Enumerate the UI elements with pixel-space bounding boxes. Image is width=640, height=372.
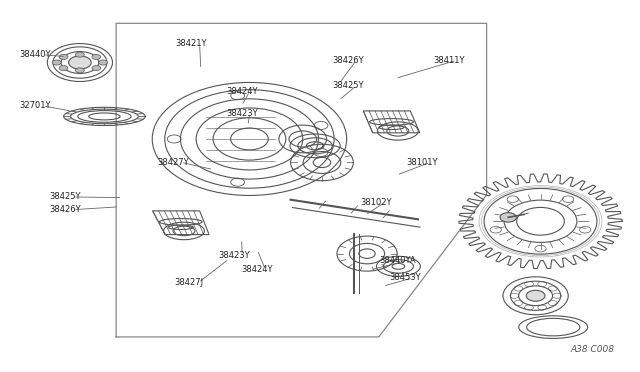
Circle shape	[76, 52, 84, 57]
Circle shape	[59, 54, 68, 60]
Circle shape	[500, 213, 516, 222]
Text: 38440Y: 38440Y	[19, 50, 51, 59]
Circle shape	[47, 44, 113, 81]
Text: 38426Y: 38426Y	[49, 205, 81, 214]
Circle shape	[52, 60, 61, 65]
Text: 38440YA: 38440YA	[380, 256, 416, 265]
Text: 38426Y: 38426Y	[333, 56, 364, 65]
Text: 38425Y: 38425Y	[49, 192, 81, 201]
Circle shape	[68, 56, 91, 69]
Circle shape	[99, 60, 108, 65]
Text: 38421Y: 38421Y	[176, 39, 207, 48]
Text: 38102Y: 38102Y	[361, 198, 392, 207]
Text: 38453Y: 38453Y	[389, 273, 420, 282]
Text: 32701Y: 32701Y	[19, 101, 51, 110]
Text: 38423Y: 38423Y	[226, 109, 257, 118]
Text: 38427Y: 38427Y	[157, 158, 189, 167]
Circle shape	[92, 54, 100, 60]
Text: 38101Y: 38101Y	[406, 158, 438, 167]
Text: 38423Y: 38423Y	[218, 251, 250, 260]
Text: 38424Y: 38424Y	[226, 87, 257, 96]
Circle shape	[526, 290, 545, 301]
Circle shape	[92, 65, 100, 71]
Text: 38424Y: 38424Y	[242, 265, 273, 274]
Circle shape	[76, 68, 84, 73]
Circle shape	[59, 65, 68, 71]
Text: 38427J: 38427J	[175, 278, 204, 287]
Text: A38 C008: A38 C008	[571, 345, 615, 354]
Text: 38425Y: 38425Y	[333, 81, 364, 90]
Text: 38411Y: 38411Y	[433, 56, 465, 65]
